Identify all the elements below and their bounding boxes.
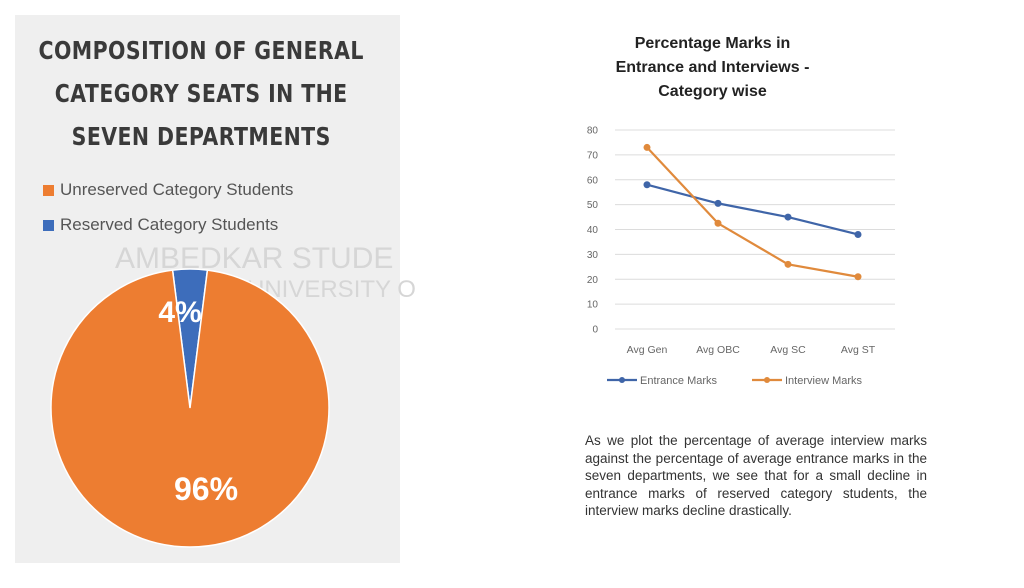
- y-tick-label: 40: [587, 225, 599, 236]
- x-tick-label: Avg OBC: [696, 344, 740, 356]
- series-line: [646, 146, 859, 278]
- description-paragraph: As we plot the percentage of average int…: [585, 433, 927, 518]
- pie-slice: [50, 269, 330, 548]
- watermark-text: AMBEDKAR STUDE: [115, 242, 394, 275]
- legend-marker: [764, 377, 770, 383]
- data-point: [854, 230, 862, 238]
- pie-label: 4%: [158, 296, 201, 329]
- y-tick-label: 30: [587, 250, 599, 261]
- data-point: [784, 260, 792, 268]
- y-tick-label: 0: [592, 325, 598, 336]
- legend-swatch: [43, 219, 54, 231]
- legend-label: Interview Marks: [785, 375, 863, 387]
- legend-reserved: Reserved Category Students: [43, 215, 278, 235]
- y-tick-label: 50: [587, 200, 599, 211]
- y-tick-label: 80: [587, 126, 599, 137]
- line-chart-title: Percentage Marks in Entrance and Intervi…: [615, 35, 810, 100]
- pie-title: COMPOSITION OF GENERAL CATEGORY SEATS IN…: [38, 36, 364, 151]
- legend-label: Entrance Marks: [640, 375, 718, 387]
- data-point: [643, 143, 651, 151]
- legend-label: Unreserved Category Students: [60, 180, 294, 199]
- data-point: [714, 219, 722, 227]
- legend-marker: [619, 377, 625, 383]
- x-tick-label: Avg ST: [841, 344, 876, 356]
- data-point: [784, 213, 792, 221]
- x-tick-label: Avg SC: [770, 344, 806, 356]
- data-point: [714, 199, 722, 207]
- y-tick-label: 20: [587, 275, 599, 286]
- pie-label: 96%: [174, 471, 238, 507]
- y-tick-label: 60: [587, 175, 599, 186]
- legend-label: Reserved Category Students: [60, 215, 279, 234]
- y-tick-label: 70: [587, 150, 599, 161]
- legend-unreserved: Unreserved Category Students: [43, 180, 293, 200]
- line-panel: [560, 15, 940, 563]
- y-tick-label: 10: [587, 300, 599, 311]
- legend-swatch: [43, 184, 54, 196]
- series-line: [646, 183, 859, 236]
- data-point: [854, 273, 862, 281]
- x-tick-label: Avg Gen: [627, 344, 668, 356]
- data-point: [643, 181, 651, 189]
